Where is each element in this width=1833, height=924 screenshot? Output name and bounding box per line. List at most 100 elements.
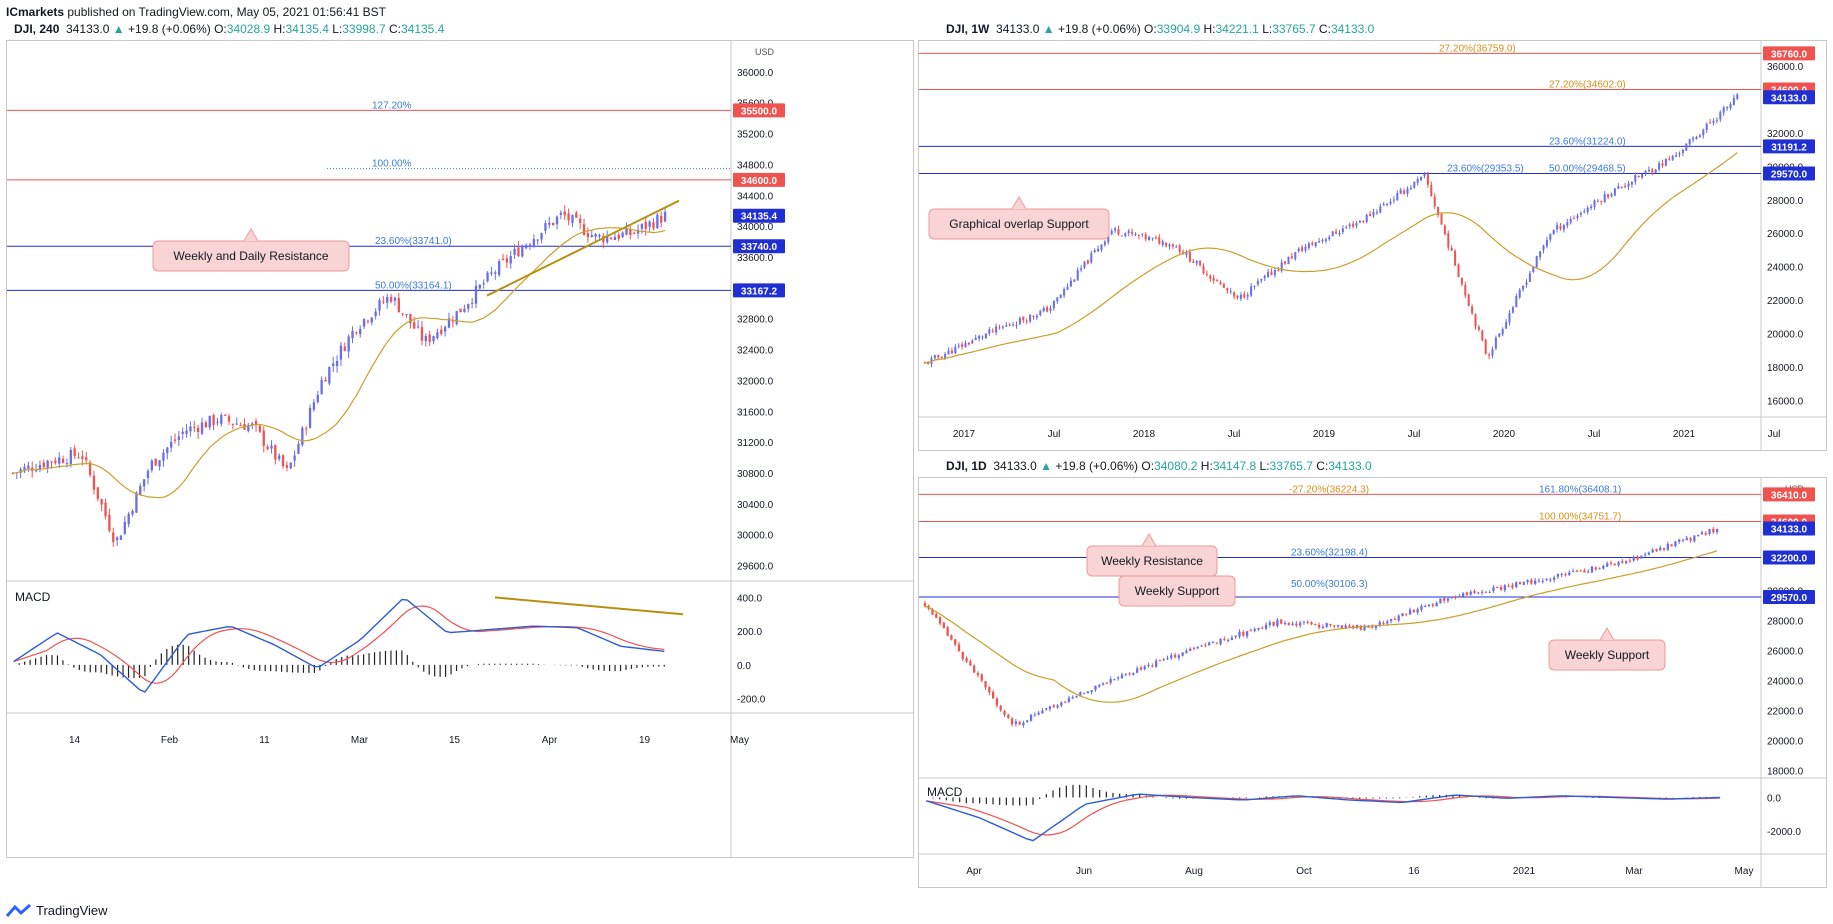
candle (470, 302, 474, 304)
chart-panel-4h[interactable]: USD36000.035600.035200.034800.034400.034… (6, 40, 914, 858)
candle (1526, 580, 1529, 583)
candle (424, 335, 427, 342)
candle (1094, 685, 1097, 690)
candle (1606, 563, 1609, 567)
tradingview-logo[interactable]: TradingView (6, 903, 108, 918)
candle (1393, 618, 1397, 620)
candle (1634, 175, 1637, 182)
candle (1301, 247, 1304, 251)
candle (370, 317, 373, 323)
candle (944, 354, 947, 358)
candle (1406, 188, 1409, 194)
candle (1704, 533, 1707, 535)
candle (1287, 256, 1290, 265)
candle (1494, 337, 1497, 349)
candle (1528, 273, 1531, 282)
chart-svg-4h[interactable]: USD36000.035600.035200.034800.034400.034… (7, 41, 913, 857)
candle (1409, 187, 1412, 190)
candle (416, 326, 420, 328)
candle (320, 379, 323, 395)
candle (1518, 289, 1521, 298)
candle (633, 232, 636, 234)
y-tick-label: 30800.0 (737, 469, 774, 480)
candle (305, 428, 308, 430)
candle (1492, 587, 1495, 592)
candle (954, 639, 957, 645)
candle (1610, 194, 1613, 197)
price-change: +19.8 (+0.06%) (1057, 22, 1141, 36)
candle (1575, 570, 1578, 572)
price-tag (1763, 487, 1815, 502)
candle (594, 234, 597, 237)
candle (189, 426, 192, 432)
candle (1230, 637, 1234, 640)
candle (1719, 111, 1722, 120)
candle (1389, 201, 1392, 204)
candle (1219, 638, 1222, 645)
publisher-name[interactable]: ICmarkets (6, 5, 65, 19)
candle (27, 465, 30, 469)
candle (1503, 585, 1506, 591)
candle (1178, 245, 1181, 252)
candle (1080, 268, 1083, 270)
candle (1158, 237, 1161, 244)
chart-panel-1d[interactable]: USD34000.032000.030000.028000.026000.024… (918, 477, 1827, 888)
candle (1199, 261, 1202, 265)
candle (505, 258, 509, 263)
candle (1114, 228, 1117, 231)
x-tick-label: Apr (966, 866, 982, 877)
candle (1590, 206, 1593, 209)
candle (1238, 631, 1241, 637)
candle (1007, 714, 1010, 718)
symbol-legend-1w: DJI, 1W 34133.0 ▲ +19.8 (+0.06%) O:33904… (946, 22, 1375, 36)
fib-label: 161.80%(36408.1) (1539, 484, 1621, 495)
candle (42, 462, 45, 468)
candle (139, 485, 142, 495)
chart-svg-1d[interactable]: USD34000.032000.030000.028000.026000.024… (919, 478, 1826, 887)
candle (1579, 212, 1582, 215)
candle (1688, 139, 1691, 145)
footer-brand: TradingView (36, 903, 108, 918)
price-tag (733, 208, 785, 223)
candle (1131, 231, 1134, 234)
candle (1314, 242, 1317, 247)
y-tick-label: 31200.0 (737, 438, 774, 449)
price-tag-label: 35500.0 (741, 106, 778, 117)
candle (947, 350, 950, 355)
candle (1035, 315, 1038, 318)
chart-svg-1w[interactable]: USD36000.034000.032000.030000.028000.026… (919, 41, 1826, 450)
y-tick-label: 26000.0 (1767, 647, 1804, 658)
candle (513, 248, 516, 255)
candle (274, 445, 277, 460)
candle (1460, 277, 1463, 285)
candle (1257, 627, 1260, 630)
fib-label: 23.60%(29353.5) (1447, 164, 1524, 175)
candle (1329, 624, 1332, 626)
candle (1632, 557, 1635, 561)
candle (1026, 720, 1029, 723)
candle (405, 314, 408, 316)
x-tick-label: 2019 (1313, 429, 1336, 440)
candle (343, 346, 346, 351)
candle (1596, 200, 1599, 202)
candle (1287, 623, 1290, 626)
candle (1069, 280, 1072, 287)
candle (1685, 537, 1688, 541)
chart-panel-1w[interactable]: USD36000.034000.032000.030000.028000.026… (918, 40, 1827, 451)
candle (1033, 714, 1036, 716)
callout-pointer (1011, 196, 1027, 210)
candle (988, 329, 991, 334)
candle (1427, 604, 1431, 606)
macd-label: MACD (927, 785, 963, 799)
candle (1399, 189, 1402, 194)
x-tick-label: Jul (1408, 429, 1421, 440)
candle (1651, 549, 1654, 553)
candle (1726, 106, 1729, 109)
candle (1032, 315, 1035, 317)
candle (1443, 598, 1446, 601)
candle (1022, 722, 1025, 726)
candle (660, 215, 663, 223)
candle (942, 622, 945, 628)
price-tag-label: 36410.0 (1771, 490, 1808, 501)
x-tick-label: 11 (259, 735, 270, 746)
